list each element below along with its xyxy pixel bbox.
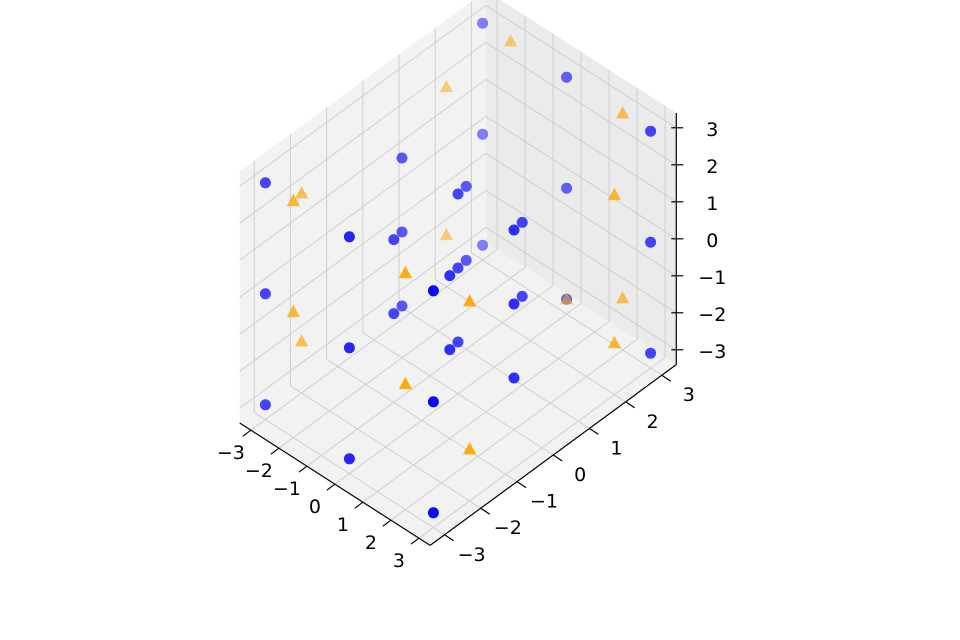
y-tick-label: 1 — [610, 437, 622, 459]
circle-point — [444, 344, 455, 355]
y-tick — [481, 508, 490, 514]
z-tick-label: 3 — [706, 119, 718, 141]
circle-point — [260, 399, 271, 410]
circle-point — [561, 72, 572, 83]
circle-point — [509, 373, 520, 384]
y-tick-label: −2 — [494, 517, 522, 539]
circle-point — [517, 217, 528, 228]
y-tick-label: −3 — [458, 544, 486, 566]
circle-point — [344, 342, 355, 353]
x-tick-label: 2 — [365, 532, 377, 554]
z-tick-label: 2 — [706, 156, 718, 178]
circle-point — [397, 227, 408, 238]
circle-point — [428, 507, 439, 518]
circle-point — [645, 237, 656, 248]
circle-point — [428, 396, 439, 407]
x-tick — [383, 520, 391, 526]
circle-point — [453, 189, 464, 200]
x-tick — [327, 484, 335, 490]
x-tick-label: 1 — [337, 514, 349, 536]
y-tick — [626, 402, 635, 408]
z-tick-label: 1 — [706, 193, 718, 215]
x-tick-label: −3 — [217, 442, 245, 464]
circle-point — [397, 301, 408, 312]
circle-point — [453, 263, 464, 274]
circle-point — [428, 285, 439, 296]
circle-point — [260, 288, 271, 299]
x-tick — [243, 430, 251, 436]
circle-point — [509, 299, 520, 310]
y-tick — [517, 482, 526, 488]
x-tick-label: −1 — [273, 478, 301, 500]
y-tick — [445, 535, 454, 541]
circle-point — [477, 240, 488, 251]
z-tick-label: −2 — [698, 304, 726, 326]
x-tick — [411, 538, 419, 544]
circle-point — [461, 181, 472, 192]
z-tick-label: −1 — [698, 267, 726, 289]
y-tick-label: 0 — [574, 464, 586, 486]
circle-point — [453, 337, 464, 348]
y-tick-label: 2 — [647, 411, 659, 433]
circle-point — [477, 129, 488, 140]
x-tick — [299, 466, 307, 472]
circle-point — [388, 308, 399, 319]
circle-point — [397, 153, 408, 164]
y-tick — [589, 428, 598, 434]
x-tick — [271, 448, 279, 454]
circle-point — [388, 234, 399, 245]
y-tick-label: −1 — [530, 491, 558, 513]
y-tick-label: 3 — [683, 384, 695, 406]
circle-point — [477, 18, 488, 29]
circle-point — [645, 348, 656, 359]
y-tick — [553, 455, 562, 461]
circle-point — [344, 231, 355, 242]
circle-point — [509, 225, 520, 236]
circle-point — [517, 291, 528, 302]
x-tick-label: 3 — [393, 550, 405, 572]
circle-point — [461, 255, 472, 266]
z-tick-label: 0 — [706, 230, 718, 252]
x-tick-label: −2 — [245, 460, 273, 482]
circle-point — [260, 177, 271, 188]
circle-point — [344, 453, 355, 464]
circle-point — [561, 183, 572, 194]
x-tick — [355, 502, 363, 508]
x-tick-label: 0 — [309, 496, 321, 518]
circle-point — [444, 270, 455, 281]
z-tick-label: −3 — [698, 341, 726, 363]
circle-point — [645, 126, 656, 137]
y-tick — [662, 375, 671, 381]
